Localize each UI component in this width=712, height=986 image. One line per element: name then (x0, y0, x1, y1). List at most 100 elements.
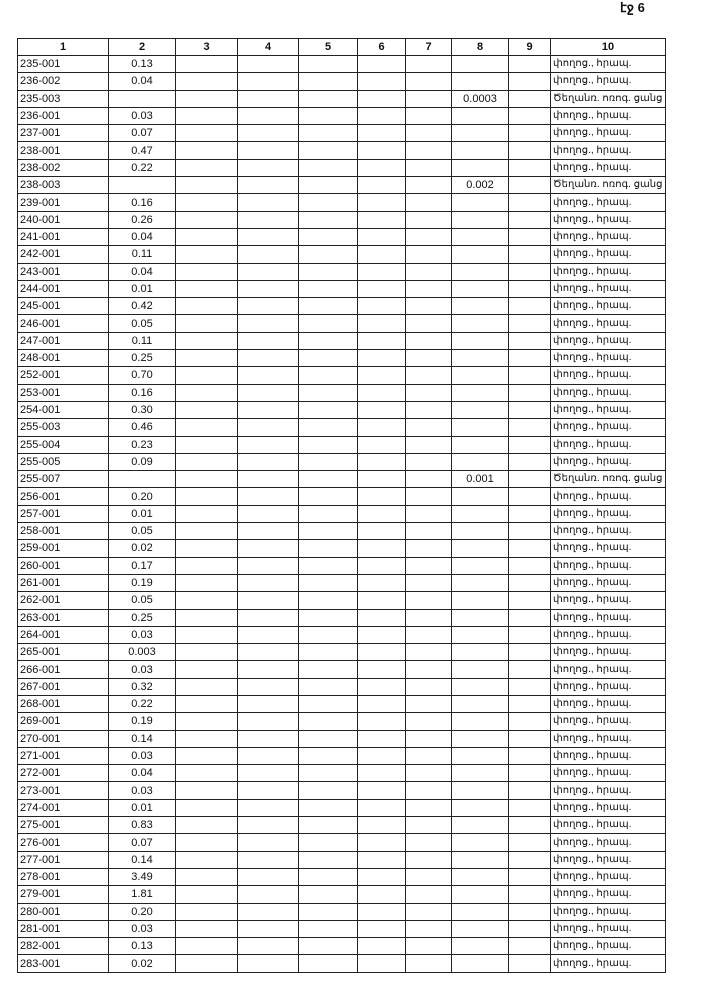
table-row: 274-001 0.01 փողոց., հրապ. (17, 798, 666, 818)
table-cell: 243-001 (17, 262, 109, 281)
table-cell (357, 885, 406, 904)
table-row: 282-001 0.13 փողոց., հրապ. (17, 937, 666, 956)
table-cell (451, 850, 509, 869)
table-cell (405, 72, 452, 91)
table-cell (298, 539, 358, 558)
table-cell: փողոց., հրապ. (550, 262, 666, 281)
table-cell: փողոց., հրապ. (550, 400, 666, 420)
table-cell: 255-005 (17, 452, 109, 472)
table-cell (508, 902, 551, 921)
table-cell (357, 573, 406, 593)
table-cell (451, 573, 509, 593)
table-cell (237, 487, 299, 506)
table-cell: փողոց., հրապ. (550, 885, 666, 904)
page-label: էջ 6 (620, 0, 645, 15)
table-cell (298, 158, 358, 178)
table-cell: 260-001 (17, 556, 109, 575)
table-cell (298, 591, 358, 610)
table-row: 271-001 0.03 փողոց., հրապ. (17, 746, 666, 766)
table-cell (451, 954, 509, 973)
table-cell (508, 781, 551, 800)
table-cell (508, 850, 551, 869)
table-cell (237, 850, 299, 869)
table-cell: 261-001 (17, 573, 109, 593)
column-header: 1 (17, 38, 109, 56)
table-cell: փողոց., հրապ. (550, 556, 666, 575)
table-cell (357, 349, 406, 368)
table-row: 257-001 0.01 փողոց., հրապ. (17, 504, 666, 524)
table-cell (357, 418, 406, 437)
table-cell: 235-003 (17, 89, 109, 108)
table-cell (298, 867, 358, 887)
table-row: 261-001 0.19 փողոց., հրապ. (17, 573, 666, 593)
table-cell (175, 435, 238, 454)
table-cell: 280-001 (17, 902, 109, 921)
table-cell (508, 331, 551, 351)
table-row: 253-001 0.16 փողոց., հրապ. (17, 383, 666, 402)
table-cell (175, 867, 238, 887)
table-row: 279-001 1.81 փողոց., հրապ. (17, 885, 666, 904)
table-cell: 247-001 (17, 331, 109, 351)
table-cell (298, 487, 358, 506)
table-cell: 0.002 (451, 176, 509, 195)
table-cell (357, 764, 406, 783)
table-cell (405, 522, 452, 541)
table-cell (298, 176, 358, 195)
table-row: 276-001 0.07 փողոց., հրապ. (17, 833, 666, 852)
table-cell (508, 141, 551, 160)
table-cell (451, 798, 509, 818)
table-row: 240-001 0.26 փողոց., հրապ. (17, 210, 666, 229)
table-cell (357, 591, 406, 610)
table-cell: 273-001 (17, 781, 109, 800)
table-cell (237, 556, 299, 575)
table-cell (298, 729, 358, 748)
table-cell (357, 227, 406, 247)
table-cell: փողոց., հրապ. (550, 141, 666, 160)
table-cell (298, 556, 358, 575)
table-cell (175, 608, 238, 627)
table-cell (175, 919, 238, 939)
table-cell: փողոց., հրապ. (550, 314, 666, 333)
table-cell (405, 919, 452, 939)
table-cell (108, 89, 176, 108)
table-cell: 3.49 (108, 867, 176, 887)
table-row: 236-002 0.04 փողոց., հրապ. (17, 72, 666, 91)
table-cell: 265-001 (17, 643, 109, 662)
table-cell: 0.14 (108, 729, 176, 748)
table-cell (508, 106, 551, 126)
table-cell (357, 72, 406, 91)
table-cell (357, 902, 406, 921)
table-cell (298, 54, 358, 74)
table-cell (405, 124, 452, 143)
table-cell (508, 867, 551, 887)
table-cell (405, 504, 452, 524)
table-cell: 269-001 (17, 712, 109, 731)
table-row: 235-003 0.0003 Ծեղանռ. ոռոգ. ցանց (17, 89, 666, 108)
table-cell: 238-001 (17, 141, 109, 160)
table-cell: փողոց., հրապ. (550, 833, 666, 852)
table-cell (405, 556, 452, 575)
table-cell (357, 400, 406, 420)
table-cell (508, 72, 551, 91)
table-cell (175, 262, 238, 281)
table-cell (298, 660, 358, 679)
table-cell: փողոց., հրապ. (550, 124, 666, 143)
table-cell (357, 279, 406, 299)
table-cell (237, 643, 299, 662)
table-cell (508, 573, 551, 593)
column-header: 3 (175, 38, 238, 56)
table-cell: փողոց., հրապ. (550, 366, 666, 385)
table-cell (508, 54, 551, 74)
table-cell (357, 712, 406, 731)
table-cell: փողոց., հրապ. (550, 210, 666, 229)
table-cell: փողոց., հրապ. (550, 504, 666, 524)
table-cell (508, 954, 551, 973)
table-cell (298, 331, 358, 351)
table-row: 248-001 0.25 փողոց., հրապ. (17, 349, 666, 368)
table-cell (357, 608, 406, 627)
table-cell: փողոց., հրապ. (550, 297, 666, 316)
table-cell: 238-002 (17, 158, 109, 178)
table-cell (237, 400, 299, 420)
table-cell (237, 470, 299, 489)
